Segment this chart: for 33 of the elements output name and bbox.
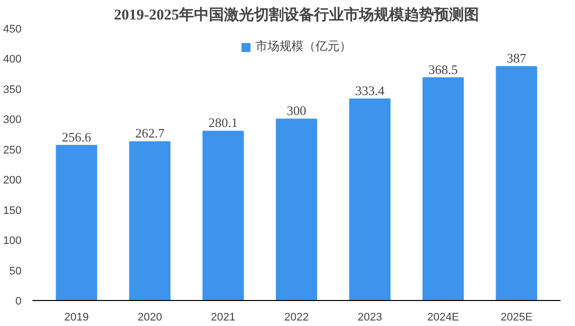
x-tick-label: 2025E [500, 312, 532, 324]
y-tick-label: 350 [3, 84, 22, 96]
y-tick-label: 400 [3, 54, 22, 66]
x-tick-label: 2021 [210, 312, 236, 324]
data-label: 387 [506, 50, 527, 66]
data-label: 280.1 [208, 115, 238, 130]
data-label: 300 [286, 103, 306, 118]
x-tick-label: 2023 [358, 312, 382, 324]
data-label: 262.7 [135, 126, 165, 141]
y-tick-label: 150 [3, 204, 22, 217]
bar [422, 77, 464, 300]
y-tick-label: 450 [3, 24, 22, 36]
y-tick-label: 0 [15, 296, 22, 308]
x-tick-label: 2022 [284, 312, 309, 324]
y-tick-label: 100 [3, 235, 22, 248]
data-label: 368.5 [428, 62, 458, 77]
data-label: 333.4 [355, 82, 385, 98]
chart-title: 2019-2025年中国激光切割设备行业市场规模趋势预测图 [114, 6, 479, 24]
bar [202, 130, 244, 300]
bar [129, 141, 170, 300]
data-label: 256.6 [62, 129, 92, 144]
bar [349, 98, 390, 300]
y-tick-label: 200 [3, 174, 22, 187]
bar [496, 66, 538, 300]
bar [56, 144, 98, 300]
y-tick-label: 50 [9, 265, 22, 278]
legend-label: 市场规模（亿元） [256, 38, 352, 55]
x-tick-label: 2019 [64, 312, 89, 324]
bar [276, 118, 318, 300]
y-tick-label: 250 [3, 144, 22, 156]
y-tick-label: 300 [3, 114, 22, 126]
x-tick-label: 2024E [427, 312, 460, 324]
x-tick-label: 2020 [138, 312, 162, 324]
